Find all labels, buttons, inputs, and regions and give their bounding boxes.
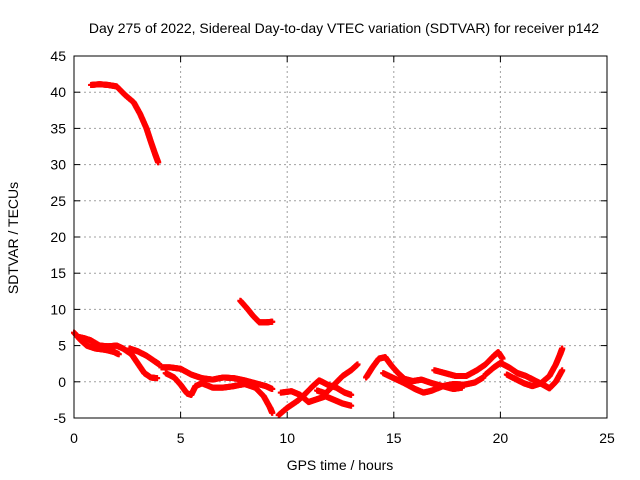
data-series (380, 370, 487, 396)
data-series (71, 329, 122, 358)
data-point (115, 351, 122, 358)
y-axis-title: SDTVAR / TECUs (5, 182, 21, 294)
data-series (158, 364, 276, 393)
data-point (354, 361, 361, 368)
data-point (348, 391, 355, 398)
data-series (363, 354, 466, 393)
x-tick-label: 0 (70, 430, 78, 446)
x-axis-title: GPS time / hours (287, 457, 394, 473)
y-tick-label: 15 (50, 265, 66, 281)
y-tick-label: 25 (50, 193, 66, 209)
x-tick-label: 25 (599, 430, 615, 446)
data-point (559, 345, 566, 352)
data-point (269, 409, 276, 416)
data-series (126, 345, 163, 368)
data-point (348, 402, 355, 409)
y-tick-label: 30 (50, 157, 66, 173)
data-series (314, 361, 361, 397)
data-series (482, 359, 566, 392)
x-tick-label: 5 (177, 430, 185, 446)
data-series (275, 377, 355, 419)
y-tick-label: 45 (50, 48, 66, 64)
data-series (503, 345, 566, 390)
y-tick-label: -5 (54, 410, 67, 426)
y-tick-label: 20 (50, 229, 66, 245)
y-tick-label: 35 (50, 120, 66, 136)
data-point (155, 159, 162, 166)
data-point (269, 386, 276, 393)
x-tick-label: 20 (493, 430, 509, 446)
x-tick-label: 15 (386, 430, 402, 446)
x-tick-label: 10 (279, 430, 295, 446)
data-series (162, 370, 276, 416)
y-tick-label: 40 (50, 84, 66, 100)
y-tick-label: 5 (58, 338, 66, 354)
data-point (154, 375, 161, 382)
data-point (559, 367, 566, 374)
data-series (88, 81, 162, 166)
data-series (237, 297, 276, 326)
data-points (71, 81, 566, 419)
data-point (499, 355, 506, 362)
data-point (269, 318, 276, 325)
data-series (75, 333, 161, 382)
data-series (431, 349, 506, 380)
y-tick-label: 10 (50, 301, 66, 317)
y-tick-label: 0 (58, 374, 66, 390)
chart-title: Day 275 of 2022, Sidereal Day-to-day VTE… (89, 20, 599, 36)
